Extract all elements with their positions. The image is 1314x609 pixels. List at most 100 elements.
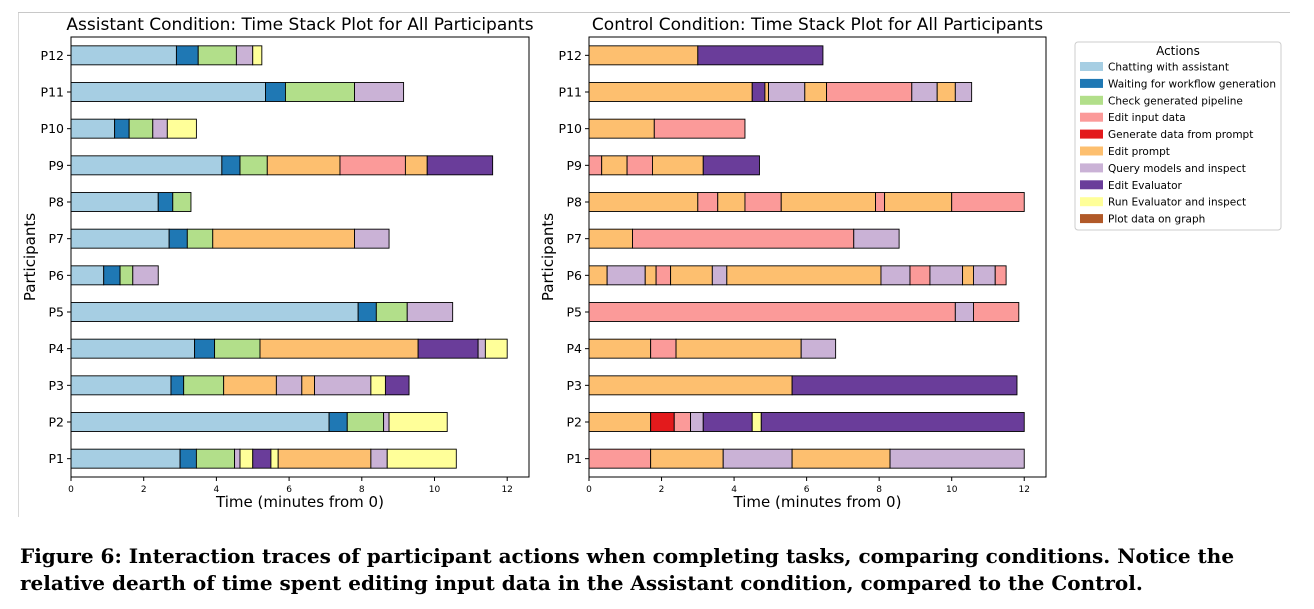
bar-segment-query [954, 302, 974, 322]
bar-segment-query [406, 302, 454, 322]
bar-segment-prompt [588, 338, 652, 359]
y-tick-label: P10 [559, 121, 582, 136]
y-axis-label: Participants [21, 213, 39, 301]
x-tick-label: 2 [141, 485, 147, 495]
bar-segment-eval [417, 338, 479, 359]
bar-segment-gen [650, 412, 675, 432]
bar-segment-input [655, 265, 672, 286]
bar-segment-eval [751, 82, 766, 102]
bar-segment-chat [70, 265, 105, 286]
x-tick-label: 6 [804, 485, 810, 495]
bar-segment-check [197, 45, 237, 66]
bar-segment-chat [70, 375, 172, 396]
x-tick-label: 10 [946, 485, 958, 495]
legend-swatch [1080, 214, 1103, 224]
x-tick-label: 8 [359, 485, 365, 495]
bar-segment-chat [70, 302, 359, 322]
legend-items: Chatting with assistant Waiting for workf… [1080, 62, 1276, 226]
x-tick-label: 0 [586, 485, 592, 495]
bar-segment-input [650, 338, 677, 359]
bar-segment-prompt [404, 155, 428, 176]
legend-swatch [1080, 62, 1103, 71]
bar-segment-run [239, 448, 254, 469]
y-tick-label: P5 [567, 305, 583, 320]
x-tick-label: 8 [876, 485, 882, 495]
bar-segment-query [800, 338, 837, 359]
bar-segment-prompt [601, 155, 628, 176]
bar-segment-eval [252, 448, 272, 469]
bar-segment-wait [175, 45, 199, 66]
bar-segment-prompt [277, 448, 372, 469]
plot-frame [588, 36, 1047, 478]
legend-swatch [1080, 129, 1103, 139]
bar-segment-run [270, 448, 279, 469]
x-tick-label: 4 [731, 485, 737, 495]
x-tick-label: 12 [1019, 485, 1030, 495]
plot-frame [70, 36, 530, 478]
bar-segment-prompt [259, 338, 419, 359]
legend-entry-label: Chatting with assistant [1108, 62, 1229, 74]
bar-segment-eval [791, 375, 1018, 396]
y-tick-label: P8 [49, 195, 65, 210]
legend-swatch [1080, 180, 1103, 190]
bar-segment-chat [70, 192, 159, 212]
bar-segment-check [285, 82, 355, 102]
legend-swatch [1080, 95, 1103, 105]
bar-segment-wait [357, 302, 377, 322]
x-tick-label: 2 [659, 485, 665, 495]
bar-segment-query [853, 228, 900, 249]
assistant-chart: Assistant Condition: Time Stack Plot for… [21, 15, 534, 511]
x-tick-label: 10 [429, 485, 441, 495]
bar-segment-check [186, 228, 214, 249]
bar-segment-prompt [804, 82, 828, 102]
bar-segment-eval [702, 155, 760, 176]
bar-segment-input [951, 192, 1025, 212]
bar-segment-wait [328, 412, 348, 432]
bar-segment-eval [702, 412, 753, 432]
bars-group [588, 45, 1025, 469]
bar-segment-prompt [212, 228, 355, 249]
bar-segment-input [653, 118, 746, 139]
legend-entry-label: Check generated pipeline [1108, 95, 1243, 107]
figure-canvas: Assistant Condition: Time Stack Plot for… [21, 15, 1282, 511]
y-tick-label: P3 [49, 378, 65, 393]
bar-segment-prompt [884, 192, 953, 212]
bar-segment-input [909, 265, 931, 286]
bar-segment-query [711, 265, 728, 286]
bar-segment-query [954, 82, 973, 102]
bar-segment-prompt [936, 82, 956, 102]
bar-segment-run [484, 338, 508, 359]
bar-segment-prompt [588, 228, 633, 249]
bar-segment-input [826, 82, 913, 102]
ticks-group: P1 P2 P3 P4 P5 P6 P7 P8 P9 P10 P11 P12 0 2 4 6 8 10 12 [41, 48, 513, 495]
y-tick-label: P12 [559, 48, 582, 63]
bar-segment-input [673, 412, 692, 432]
legend-swatch [1080, 146, 1103, 156]
bar-segment-prompt [726, 265, 882, 286]
page-top-rule [18, 12, 1290, 13]
bar-segment-query [477, 338, 486, 359]
bar-segment-query [234, 448, 241, 469]
bar-segment-query [354, 228, 390, 249]
legend-swatch [1080, 112, 1103, 122]
bar-segment-run [388, 412, 448, 432]
bar-segment-query [235, 45, 254, 66]
bar-segment-prompt [588, 118, 655, 139]
bar-segment-chat [70, 228, 170, 249]
bar-segment-query [880, 265, 911, 286]
bars-group [70, 45, 508, 469]
legend-entry-label: Waiting for workflow generation [1108, 78, 1276, 90]
bar-segment-query [152, 118, 168, 139]
bar-segment-eval [384, 375, 410, 396]
legend-entry-label: Generate data from prompt [1108, 129, 1253, 141]
y-tick-label: P9 [49, 158, 65, 173]
bar-segment-prompt [670, 265, 713, 286]
y-tick-label: P10 [41, 121, 64, 136]
bar-segment-eval [426, 155, 494, 176]
bar-segment-wait [179, 448, 197, 469]
bar-segment-chat [70, 155, 223, 176]
bar-segment-prompt [588, 45, 699, 66]
bar-segment-query [132, 265, 159, 286]
bar-segment-chat [70, 45, 177, 66]
y-tick-label: P7 [567, 231, 583, 246]
